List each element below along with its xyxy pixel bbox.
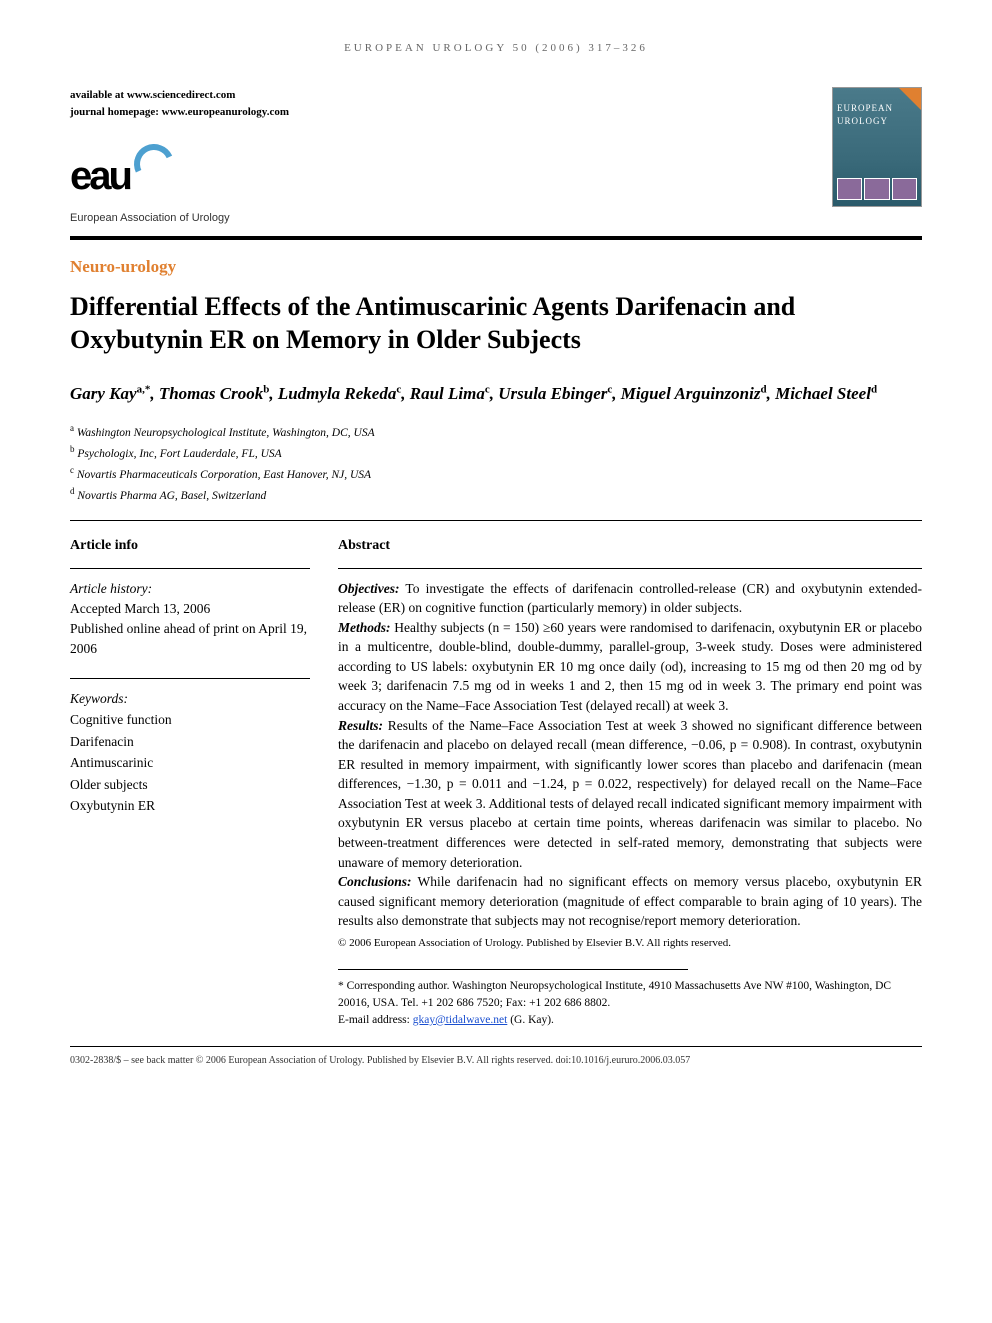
affiliation: c Novartis Pharmaceuticals Corporation, … [70, 463, 922, 484]
running-head: EUROPEAN UROLOGY 50 (2006) 317–326 [70, 40, 922, 57]
masthead-row: available at www.sciencedirect.com journ… [70, 87, 922, 227]
footer-rule [70, 1046, 922, 1047]
masthead-rule [70, 236, 922, 240]
keyword: Antimuscarinic [70, 752, 310, 774]
keywords-label: Keywords: [70, 689, 310, 709]
journal-homepage: journal homepage: www.europeanurology.co… [70, 104, 289, 122]
abstract-section: Objectives: To investigate the effects o… [338, 579, 922, 618]
history-line: Accepted March 13, 2006 [70, 599, 310, 619]
corresponding-email-link[interactable]: gkay@tidalwave.net [413, 1014, 508, 1026]
abstract-section: Methods: Healthy subjects (n = 150) ≥60 … [338, 618, 922, 716]
article-section-label: Neuro-urology [70, 254, 922, 280]
abstract-section: Results: Results of the Name–Face Associ… [338, 716, 922, 873]
article-history-block: Article history: Accepted March 13, 2006… [70, 579, 310, 660]
keywords-rule [70, 678, 310, 679]
association-name: European Association of Urology [70, 210, 289, 227]
separator-rule [70, 520, 922, 521]
abstract-rule [338, 568, 922, 569]
article-title: Differential Effects of the Antimuscarin… [70, 290, 922, 358]
keyword: Older subjects [70, 774, 310, 796]
author: Miguel Arguinzonizd [621, 384, 767, 403]
journal-cover-thumbnail: EUROPEAN UROLOGY [832, 87, 922, 207]
cover-corner-icon [899, 88, 921, 110]
corresponding-author: * Corresponding author. Washington Neuro… [338, 978, 922, 1028]
author: Raul Limac [410, 384, 490, 403]
keyword: Darifenacin [70, 731, 310, 753]
info-abstract-columns: Article info Article history: Accepted M… [70, 535, 922, 1029]
footer-citation: 0302-2838/$ – see back matter © 2006 Eur… [70, 1053, 922, 1068]
association-logo-block: eau European Association of Urology [70, 146, 289, 227]
affiliation: b Psychologix, Inc, Fort Lauderdale, FL,… [70, 442, 922, 463]
cover-thumbnails [837, 178, 917, 200]
keywords-block: Keywords: Cognitive functionDarifenacinA… [70, 689, 310, 817]
abstract-section: Conclusions: While darifenacin had no si… [338, 872, 922, 931]
available-at: available at www.sciencedirect.com [70, 87, 289, 105]
article-info-column: Article info Article history: Accepted M… [70, 535, 310, 1029]
email-suffix: (G. Kay). [507, 1014, 554, 1026]
abstract-column: Abstract Objectives: To investigate the … [338, 535, 922, 1029]
availability-block: available at www.sciencedirect.com journ… [70, 87, 289, 227]
keyword: Cognitive function [70, 709, 310, 731]
article-page: EUROPEAN UROLOGY 50 (2006) 317–326 avail… [0, 0, 992, 1098]
history-label: Article history: [70, 579, 310, 599]
author-list: Gary Kaya,*, Thomas Crookb, Ludmyla Reke… [70, 381, 922, 407]
article-info-heading: Article info [70, 535, 310, 556]
author: Ursula Ebingerc [498, 384, 612, 403]
corresponding-text: * Corresponding author. Washington Neuro… [338, 978, 922, 1011]
affiliation: d Novartis Pharma AG, Basel, Switzerland [70, 484, 922, 505]
author: Michael Steeld [775, 384, 877, 403]
abstract-body: Objectives: To investigate the effects o… [338, 579, 922, 931]
keyword: Oxybutynin ER [70, 795, 310, 817]
keywords-list: Cognitive functionDarifenacinAntimuscari… [70, 709, 310, 817]
author: Gary Kaya,* [70, 384, 150, 403]
abstract-heading: Abstract [338, 535, 922, 556]
abstract-copyright: © 2006 European Association of Urology. … [338, 935, 922, 952]
corresponding-email-line: E-mail address: gkay@tidalwave.net (G. K… [338, 1012, 922, 1029]
author: Thomas Crookb [159, 384, 270, 403]
affiliation: a Washington Neuropsychological Institut… [70, 421, 922, 442]
corresponding-rule [338, 969, 688, 970]
author: Ludmyla Rekedac [278, 384, 401, 403]
email-label: E-mail address: [338, 1014, 413, 1026]
eau-logo-mark: eau [70, 146, 130, 206]
history-line: Published online ahead of print on April… [70, 619, 310, 660]
affiliation-list: a Washington Neuropsychological Institut… [70, 421, 922, 506]
info-rule [70, 568, 310, 569]
